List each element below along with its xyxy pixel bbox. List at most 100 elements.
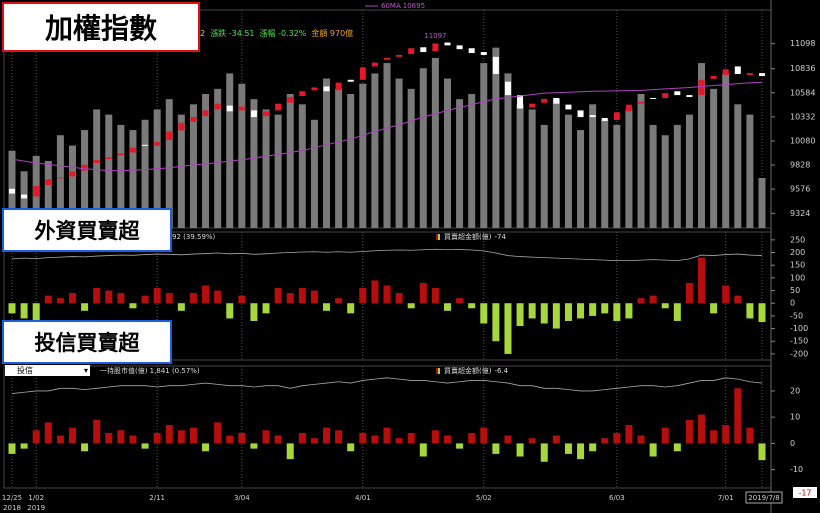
bar — [613, 432, 621, 444]
candle — [710, 75, 717, 79]
candle — [553, 97, 560, 104]
bar — [419, 443, 427, 457]
volume-bar — [202, 94, 210, 228]
legend-icon — [436, 368, 438, 374]
x-tick-label: 1/02 — [28, 494, 44, 502]
bar — [649, 443, 657, 457]
volume-bar — [516, 104, 524, 228]
bar — [359, 288, 367, 304]
candle — [190, 117, 197, 122]
y-tick-label: 10080 — [790, 136, 815, 145]
y-tick-label: 11098 — [790, 39, 815, 48]
volume-bar — [758, 178, 766, 228]
bar — [661, 303, 669, 309]
volume-bar — [105, 114, 113, 228]
volume-bar — [540, 124, 548, 228]
candle — [746, 73, 753, 76]
bar — [564, 303, 572, 321]
bar — [202, 285, 210, 304]
bar — [81, 443, 89, 452]
y-tick-label: -200 — [790, 349, 808, 358]
bar — [601, 438, 609, 444]
bar — [286, 443, 294, 460]
amount-legend: 買賣超金額(億) -6.4 — [444, 366, 509, 375]
bar — [323, 427, 331, 444]
legend-fragment: 漲幅 -0.32% — [260, 28, 307, 38]
bar — [710, 303, 718, 314]
x-tick-label: 6/03 — [609, 494, 625, 502]
peak-label: 11097 — [424, 32, 446, 40]
candle — [674, 91, 681, 96]
end-date-box — [745, 491, 783, 504]
bar — [637, 435, 645, 444]
volume-bar — [613, 124, 621, 228]
volume-bar — [528, 109, 536, 228]
legend-fragment: 漲跌 -34.51 — [210, 28, 254, 38]
bar — [56, 435, 64, 444]
bar — [298, 288, 306, 304]
candle — [45, 179, 52, 185]
investor-selector[interactable]: 投信 — [5, 365, 90, 376]
bar — [347, 443, 355, 452]
amount-legend: 買賣超金額(億) -74 — [444, 232, 506, 241]
bar — [443, 435, 451, 444]
volume-bar — [480, 63, 488, 229]
bar — [189, 293, 197, 304]
candle — [492, 56, 499, 75]
bar — [456, 298, 464, 304]
candle — [662, 93, 669, 98]
legend-fragment: 金額 970億 — [311, 28, 353, 38]
volume-bar — [710, 88, 718, 228]
x-tick-label: 4/01 — [355, 494, 371, 502]
price-legend: 22 漲跌 -34.51 漲幅 -0.32% 金額 970億 — [195, 28, 353, 38]
volume-bar — [298, 104, 306, 228]
candle — [396, 54, 403, 57]
bar — [395, 293, 403, 304]
volume-bar — [141, 119, 149, 228]
candle — [347, 79, 354, 82]
holding-line — [11, 377, 763, 394]
y-tick-label: 150 — [790, 261, 805, 270]
bar — [81, 303, 89, 311]
bar — [93, 419, 101, 444]
bar — [722, 285, 730, 304]
volume-bar — [117, 124, 125, 228]
bar — [32, 430, 40, 444]
volume-bar — [649, 124, 657, 228]
bar — [528, 438, 536, 444]
volume-bar — [456, 99, 464, 229]
volume-bar — [371, 73, 379, 228]
candle — [202, 110, 209, 117]
bar — [649, 295, 657, 304]
x-tick-label: 12/25 — [2, 494, 22, 502]
bar — [68, 293, 76, 304]
bar — [564, 443, 572, 454]
bar — [685, 282, 693, 304]
bar — [673, 303, 681, 321]
volume-bar — [56, 135, 64, 228]
bar — [323, 303, 331, 311]
candle — [287, 97, 294, 103]
holding-line — [11, 248, 763, 262]
bar — [710, 430, 718, 444]
bar — [117, 430, 125, 444]
bar — [661, 427, 669, 444]
bar — [335, 298, 343, 304]
bar — [443, 303, 451, 311]
candle — [759, 73, 765, 76]
candle — [541, 98, 548, 103]
bar — [177, 430, 185, 444]
bar — [68, 427, 76, 444]
y-tick-label: 0 — [790, 439, 795, 448]
bar — [758, 443, 766, 461]
ma-line — [11, 81, 763, 172]
volume-bar — [685, 114, 693, 228]
bar — [141, 443, 149, 449]
bar — [698, 414, 706, 444]
legend-icon — [438, 234, 440, 240]
bar — [105, 432, 113, 444]
volume-bar — [286, 94, 294, 228]
holding-text: 一持股市值(億) 1,841 (0.57%) — [100, 366, 200, 375]
year-label: 2018 — [3, 504, 21, 512]
cursor-value: -17 — [798, 489, 811, 498]
